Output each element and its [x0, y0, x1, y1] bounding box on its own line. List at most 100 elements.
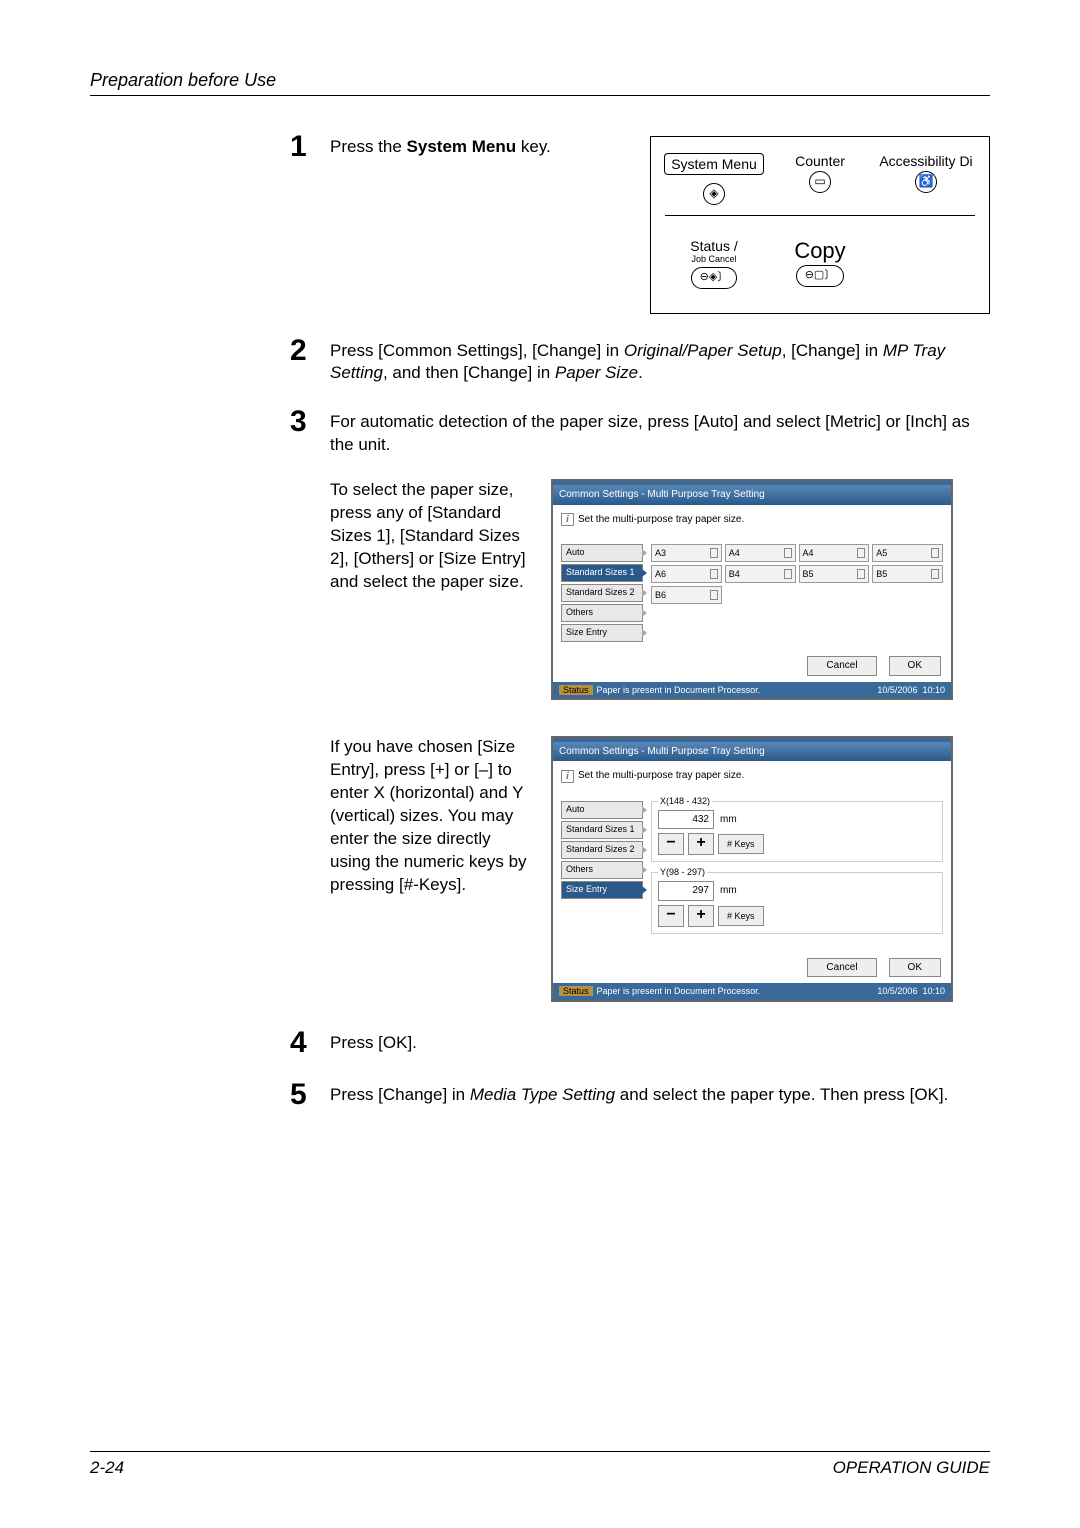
sidebar-std1[interactable]: Standard Sizes 1 [561, 821, 643, 839]
lcd-screenshot-sizes: Common Settings - Multi Purpose Tray Set… [551, 479, 953, 700]
size-cell[interactable]: B4 [725, 565, 796, 583]
x-value[interactable]: 432 [658, 810, 714, 830]
y-plus-button[interactable]: + [688, 905, 714, 927]
step-1: 1 Press the System Menu key. System Menu… [290, 136, 990, 314]
sidebar-auto[interactable]: Auto [561, 544, 643, 562]
sidebar-others[interactable]: Others [561, 861, 643, 879]
step-3: 3 For automatic detection of the paper s… [290, 411, 990, 1001]
y-value[interactable]: 297 [658, 881, 714, 901]
copy-icon: ⊖▢〕 [796, 265, 845, 287]
panel-divider [665, 215, 975, 216]
sidebar-std2[interactable]: Standard Sizes 2 [561, 841, 643, 859]
step-number: 5 [290, 1080, 330, 1110]
status-date: 10/5/2006 [877, 685, 917, 695]
sidebar-size-entry[interactable]: Size Entry [561, 624, 643, 642]
lcd-subhead: i Set the multi-purpose tray paper size. [553, 505, 951, 545]
accessibility-icon: ♿ [915, 171, 937, 193]
lcd-title: Common Settings - Multi Purpose Tray Set… [553, 481, 951, 505]
system-menu-icon: ◈ [703, 183, 725, 205]
s3-intro: For automatic detection of the paper siz… [330, 411, 990, 457]
sidebar-std1[interactable]: Standard Sizes 1 [561, 564, 643, 582]
size-cell[interactable]: A5 [872, 544, 943, 562]
x-unit: mm [720, 813, 737, 827]
lcd-subhead: i Set the multi-purpose tray paper size. [553, 761, 951, 801]
step1-bold: System Menu [407, 137, 517, 156]
status-date: 10/5/2006 [877, 986, 917, 996]
x-entry-group: X(148 - 432) 432 mm − + # Keys [651, 801, 943, 863]
s2-i1: Original/Paper Setup [624, 341, 782, 360]
y-entry-group: Y(98 - 297) 297 mm − + # Keys [651, 872, 943, 934]
status-label: Status / [690, 238, 737, 254]
lcd-sidebar: Auto Standard Sizes 1 Standard Sizes 2 O… [561, 801, 643, 944]
header-rule [90, 95, 990, 96]
page-footer: 2-24 OPERATION GUIDE [90, 1451, 990, 1478]
status-tag: Status [559, 986, 593, 996]
accessibility-label: Accessibility Di [879, 153, 972, 169]
guide-label: OPERATION GUIDE [833, 1458, 990, 1478]
copy-label: Copy [794, 238, 845, 263]
size-cell[interactable]: B5 [872, 565, 943, 583]
s2-d: . [638, 363, 643, 382]
ok-button[interactable]: OK [889, 656, 941, 676]
sidebar-auto[interactable]: Auto [561, 801, 643, 819]
status-msg: Paper is present in Document Processor. [597, 685, 761, 695]
step-body: Press [Change] in Media Type Setting and… [330, 1084, 990, 1107]
step1-post: key. [516, 137, 551, 156]
size-grid: A3 A4 A4 A5 A6 B4 B5 B5 B6 [651, 544, 943, 604]
job-cancel-label: Job Cancel [661, 254, 767, 264]
step-body: Press [OK]. [330, 1032, 990, 1055]
y-minus-button[interactable]: − [658, 905, 684, 927]
step1-pre: Press the [330, 137, 407, 156]
system-menu-key[interactable]: System Menu [664, 153, 764, 175]
cancel-button[interactable]: Cancel [807, 958, 876, 978]
lcd-sidebar: Auto Standard Sizes 1 Standard Sizes 2 O… [561, 544, 643, 642]
y-keys-button[interactable]: # Keys [718, 906, 764, 926]
cancel-button[interactable]: Cancel [807, 656, 876, 676]
lcd-subhead-text: Set the multi-purpose tray paper size. [578, 769, 744, 783]
step-5: 5 Press [Change] in Media Type Setting a… [290, 1084, 990, 1110]
header-title: Preparation before Use [90, 70, 990, 91]
step-4: 4 Press [OK]. [290, 1032, 990, 1058]
size-cell[interactable]: B5 [799, 565, 870, 583]
control-panel: System Menu ◈ Counter ▭ Accessibility Di… [650, 136, 990, 314]
s2-i3: Paper Size [555, 363, 638, 382]
size-cell[interactable]: A3 [651, 544, 722, 562]
size-cell[interactable]: A4 [725, 544, 796, 562]
size-cell[interactable]: B6 [651, 586, 722, 604]
sidebar-std2[interactable]: Standard Sizes 2 [561, 584, 643, 602]
lcd-statusbar: Status Paper is present in Document Proce… [553, 682, 951, 698]
x-minus-button[interactable]: − [658, 833, 684, 855]
status-time: 10:10 [922, 986, 945, 996]
status-time: 10:10 [922, 685, 945, 695]
counter-icon: ▭ [809, 171, 831, 193]
step-2: 2 Press [Common Settings], [Change] in O… [290, 340, 990, 386]
x-keys-button[interactable]: # Keys [718, 834, 764, 854]
status-icon: ⊖◈〕 [691, 267, 738, 289]
lcd-statusbar: StatusPaper is present in Document Proce… [553, 983, 951, 999]
step-number: 3 [290, 407, 330, 437]
size-cell[interactable]: A6 [651, 565, 722, 583]
ok-button[interactable]: OK [889, 958, 941, 978]
sidebar-others[interactable]: Others [561, 604, 643, 622]
x-plus-button[interactable]: + [688, 833, 714, 855]
step-body: Press the System Menu key. System Menu ◈… [330, 136, 990, 314]
s3-para-b: If you have chosen [Size Entry], press [… [330, 736, 535, 897]
step-number: 2 [290, 336, 330, 366]
x-legend: X(148 - 432) [658, 795, 712, 807]
s3-para-a: To select the paper size, press any of [… [330, 479, 535, 594]
page: Preparation before Use 1 Press the Syste… [0, 0, 1080, 1186]
lcd-title: Common Settings - Multi Purpose Tray Set… [553, 738, 951, 762]
s2-a: Press [Common Settings], [Change] in [330, 341, 624, 360]
lcd-screenshot-entry: Common Settings - Multi Purpose Tray Set… [551, 736, 953, 1002]
content: 1 Press the System Menu key. System Menu… [290, 136, 990, 1110]
lcd-subhead-text: Set the multi-purpose tray paper size. [578, 513, 744, 527]
s5-i1: Media Type Setting [470, 1085, 615, 1104]
s5-a: Press [Change] in [330, 1085, 470, 1104]
step-body: For automatic detection of the paper siz… [330, 411, 990, 1001]
status-tag: Status [559, 685, 593, 695]
y-unit: mm [720, 884, 737, 898]
step-body: Press [Common Settings], [Change] in Ori… [330, 340, 990, 386]
size-cell[interactable]: A4 [799, 544, 870, 562]
sidebar-size-entry[interactable]: Size Entry [561, 881, 643, 899]
info-icon: i [561, 770, 574, 783]
